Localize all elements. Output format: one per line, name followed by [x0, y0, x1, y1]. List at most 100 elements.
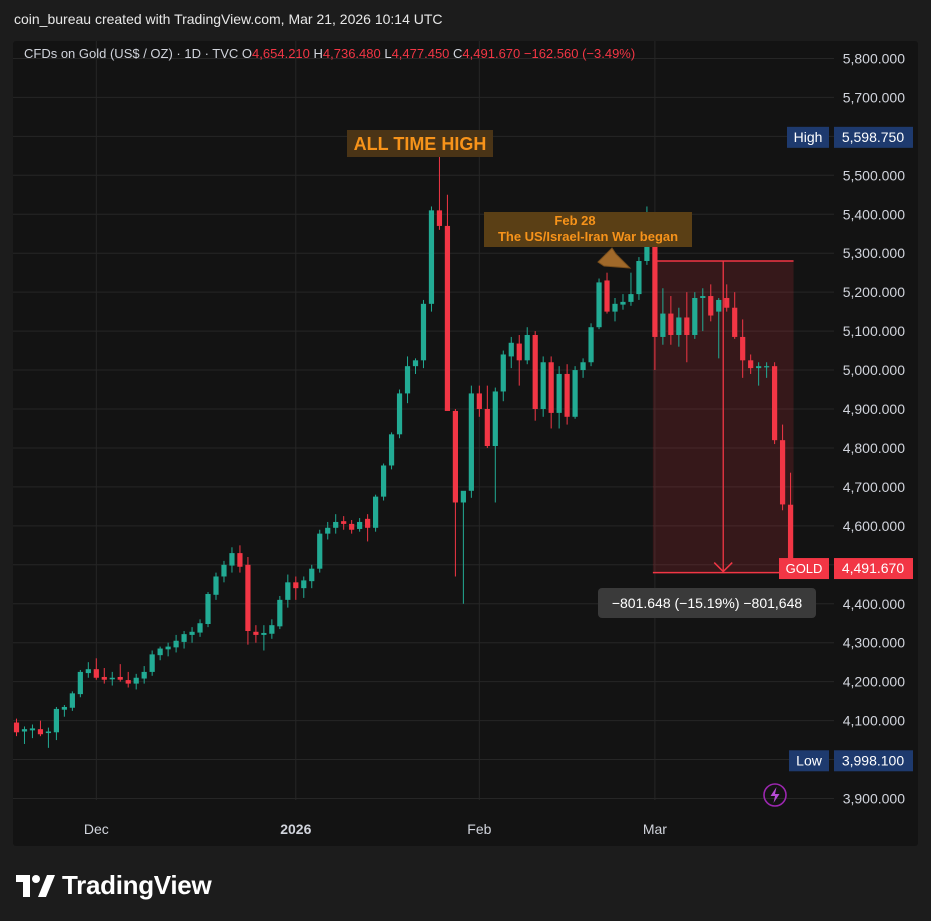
y-tick-label: 4,700.000: [843, 479, 905, 495]
candle-body: [620, 301, 626, 305]
legend-part: H: [314, 46, 323, 61]
legend-part: C: [453, 46, 462, 61]
legend-part: L: [384, 46, 391, 61]
candle-body: [787, 504, 794, 569]
symbol-label-box: [779, 558, 829, 580]
price-label-name-box: [787, 126, 829, 148]
candle-body: [700, 296, 706, 298]
ath-annotation-text: ALL TIME HIGH: [354, 134, 487, 154]
y-tick-label: 4,400.000: [843, 596, 905, 612]
y-tick-label: 5,400.000: [843, 206, 905, 222]
candle-body: [484, 409, 490, 447]
candle-body: [141, 671, 147, 679]
legend-part: 4,654.210: [252, 46, 313, 61]
candle-body: [173, 640, 179, 648]
candle-body: [668, 313, 674, 335]
candle-body: [93, 669, 99, 678]
candle-body: [412, 360, 419, 367]
price-label-name-box: [789, 750, 829, 772]
last-price-box: [834, 558, 913, 580]
candle-body: [428, 210, 435, 304]
candle-body: [404, 366, 411, 394]
y-tick-label: 5,800.000: [843, 50, 905, 66]
candle-body: [149, 654, 155, 672]
y-tick-label: 3,900.000: [843, 791, 905, 807]
candle-body: [676, 317, 682, 335]
legend-part: 4,477.450: [392, 46, 453, 61]
candle-body: [357, 521, 363, 529]
legend-part: CFDs on Gold (US$ / OZ) · 1D · TVC: [24, 46, 242, 61]
tradingview-wordmark: TradingView: [62, 870, 212, 900]
candle-body: [205, 594, 211, 625]
legend-part: 4,491.670: [462, 46, 523, 61]
candle-body: [476, 393, 482, 409]
candle-body: [460, 490, 466, 503]
candle-body: [373, 496, 379, 528]
candle-body: [77, 671, 83, 695]
candle-body: [628, 294, 634, 302]
candle-body: [740, 336, 746, 361]
legend-part: 4,736.480: [323, 46, 384, 61]
candle-body: [708, 296, 714, 316]
legend-part: O: [242, 46, 252, 61]
candle-body: [285, 582, 291, 600]
x-tick-label: Mar: [643, 821, 667, 837]
candle-body: [237, 553, 243, 567]
candle-body: [317, 533, 323, 569]
candle-body: [37, 729, 44, 735]
candle-body: [13, 722, 20, 733]
candle-body: [660, 313, 666, 337]
candle-body: [349, 523, 355, 530]
candle-body: [452, 410, 458, 503]
candle-body: [29, 728, 36, 731]
candle-body: [580, 362, 586, 371]
y-tick-label: 5,500.000: [843, 167, 905, 183]
candle-body: [732, 307, 738, 337]
candle-body: [109, 677, 115, 680]
y-tick-label: 4,100.000: [843, 713, 905, 729]
candle-body: [117, 676, 123, 680]
candle-body: [524, 334, 530, 361]
war-annotation-date: Feb 28: [554, 213, 595, 228]
candle-body: [333, 521, 339, 528]
candle-body: [309, 568, 315, 582]
candle-body: [388, 434, 395, 466]
candle-body: [21, 729, 28, 732]
candle-body: [301, 580, 307, 589]
candle-body: [325, 527, 331, 534]
y-tick-label: 5,000.000: [843, 362, 905, 378]
ath-annotation-box: [347, 130, 493, 157]
candle-body: [253, 631, 259, 635]
candle-body: [197, 623, 203, 633]
candle-body: [644, 245, 650, 261]
candle-body: [612, 303, 618, 312]
price-label-value: 5,598.750: [842, 129, 904, 145]
candle-body: [420, 303, 427, 361]
candle-body: [692, 297, 698, 335]
candle-body: [213, 576, 219, 595]
candle-body: [532, 334, 538, 409]
candle-body: [636, 260, 642, 295]
candle-body: [516, 343, 522, 361]
candle-body: [189, 631, 195, 635]
candle-body: [588, 327, 594, 363]
y-tick-label: 4,300.000: [843, 635, 905, 651]
price-label-value: 3,998.100: [842, 752, 904, 768]
measure-arrow-head: [713, 562, 733, 573]
candle-body: [500, 354, 506, 392]
candle-body: [540, 362, 546, 409]
candle-body: [564, 373, 570, 417]
lightning-icon[interactable]: [762, 782, 788, 808]
war-annotation-text: The US/Israel-Iran War began: [498, 229, 678, 244]
price-label-value-box: [834, 126, 913, 148]
candle-body: [604, 280, 610, 312]
candle-body: [556, 373, 562, 413]
measure-label-text: −801.648 (−15.19%) −801,648: [612, 595, 803, 611]
candle-body: [772, 366, 778, 441]
candle-body: [380, 465, 387, 497]
candle-body: [756, 366, 762, 369]
candle-body: [436, 210, 443, 226]
candle-body: [396, 393, 403, 435]
